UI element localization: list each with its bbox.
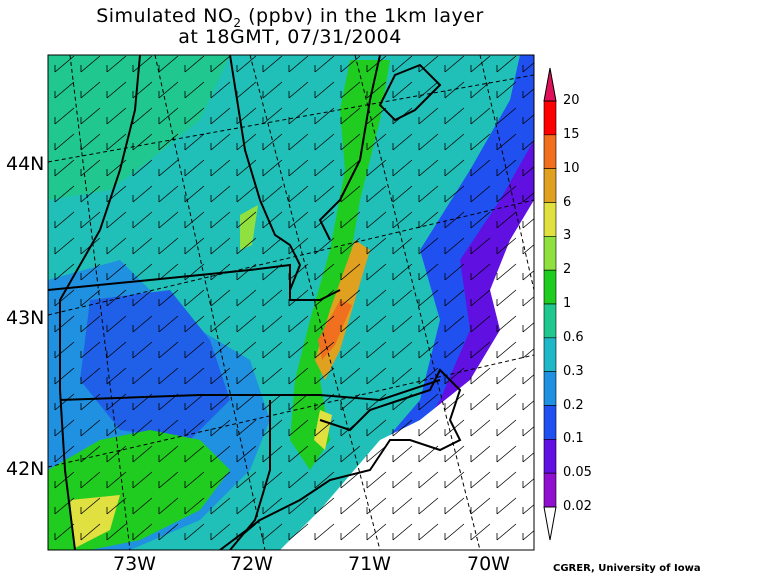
colorbar-swatch (543, 439, 557, 474)
colorbar-label: 6 (563, 194, 572, 210)
colorbar-label: 15 (563, 126, 580, 142)
lat-label-42n: 42N (6, 458, 45, 480)
colorbar-swatch (543, 405, 557, 440)
map-title-line1: Simulated NO2 (ppbv) in the 1km layer (96, 5, 484, 30)
colorbar-swatch (543, 134, 557, 169)
colorbar-swatch (543, 236, 557, 271)
lon-label-71w: 71W (348, 553, 391, 575)
lon-label-70w: 70W (467, 553, 510, 575)
colorbar-label: 0.3 (563, 363, 584, 379)
colorbar-label: 0.2 (563, 397, 584, 413)
lat-label-44n: 44N (6, 153, 45, 175)
lon-label-73w: 73W (113, 553, 156, 575)
colorbar-swatch (543, 100, 557, 136)
lon-label-72w: 72W (230, 553, 273, 575)
colorbar-label: 0.6 (563, 329, 584, 345)
colorbar-label: 20 (563, 93, 580, 108)
colorbar-swatch (543, 472, 557, 508)
map-title-line2: at 18GMT, 07/31/2004 (178, 26, 402, 48)
credit-text: CGRER, University of Iowa (553, 563, 701, 574)
lat-label-43n: 43N (6, 307, 45, 329)
colorbar-swatch (543, 303, 557, 339)
colorbar-swatch (543, 168, 557, 203)
colorbar-swatch (543, 269, 557, 305)
colorbar-swatch (543, 371, 557, 406)
colorbar-label: 10 (563, 160, 580, 176)
colorbar-label: 0.1 (563, 431, 584, 447)
colorbar-swatch (543, 202, 557, 237)
state-borders (48, 55, 462, 550)
colorbar-label: 0.02 (563, 499, 592, 514)
colorbar-bottom-arrow (543, 506, 557, 541)
colorbar-label: 1 (563, 296, 572, 311)
colorbar-label: 3 (563, 228, 572, 244)
colorbar-top-arrow (543, 67, 557, 102)
colorbar-swatch (543, 337, 557, 372)
map-frame (47, 54, 535, 551)
lat-lon-grid (48, 55, 534, 550)
colorbar-label: 0.05 (563, 465, 592, 481)
colorbar-label: 2 (563, 262, 572, 278)
